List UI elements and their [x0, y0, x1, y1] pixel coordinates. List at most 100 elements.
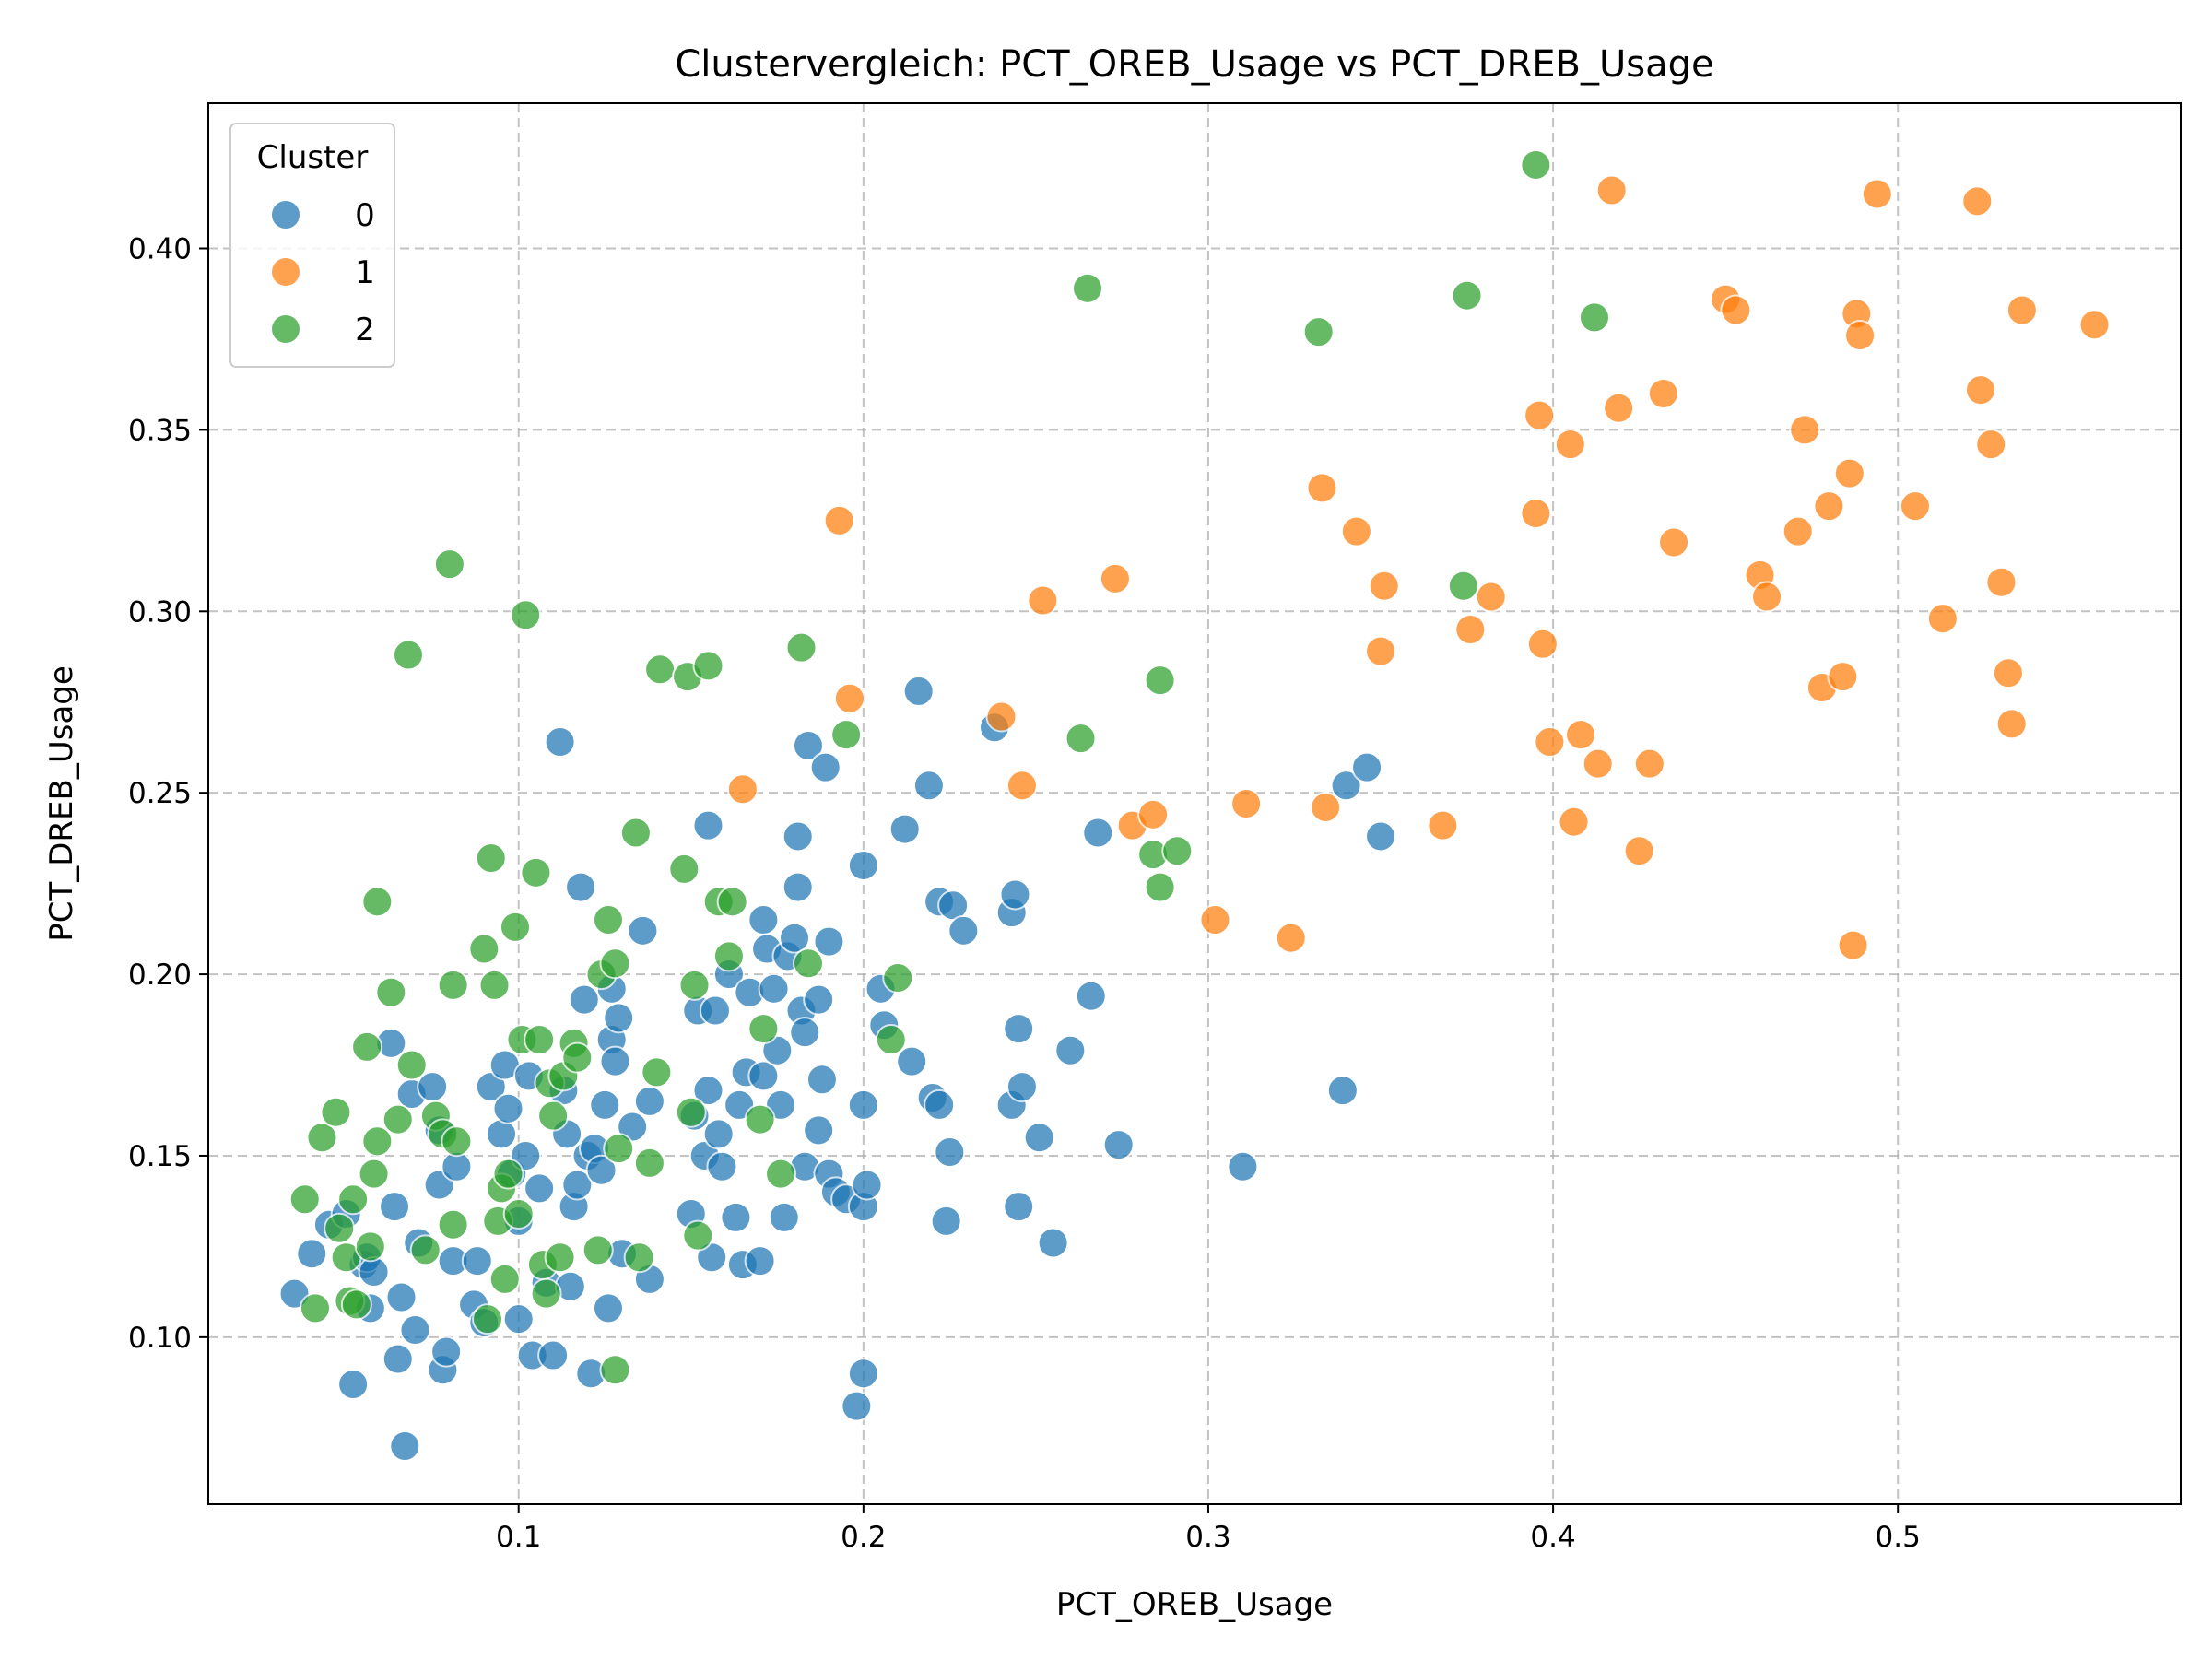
- data-point: [706, 1150, 738, 1182]
- data-point: [358, 1158, 390, 1190]
- data-point: [1023, 1122, 1055, 1154]
- data-point: [430, 1335, 463, 1368]
- data-point: [441, 1125, 473, 1158]
- data-point: [1837, 929, 1869, 961]
- data-point: [395, 1049, 428, 1081]
- data-point: [726, 773, 759, 806]
- data-point: [288, 1183, 321, 1216]
- data-point: [692, 809, 724, 841]
- data-point: [847, 849, 879, 881]
- data-point: [299, 1292, 331, 1324]
- data-point: [592, 1292, 624, 1324]
- data-point: [1526, 628, 1559, 660]
- data-point: [1302, 316, 1335, 348]
- data-point: [1582, 747, 1614, 780]
- data-point: [1789, 414, 1821, 446]
- data-point: [1827, 661, 1859, 693]
- data-point: [337, 1183, 370, 1216]
- data-point: [803, 983, 835, 1016]
- chart-title: Clustervergleich: PCT_OREB_Usage vs PCT_…: [675, 43, 1713, 86]
- data-point: [833, 682, 865, 714]
- data-point: [475, 842, 507, 875]
- legend-item: 2: [270, 312, 375, 348]
- data-point: [1985, 566, 2018, 598]
- data-point: [2006, 294, 2038, 326]
- data-point: [675, 1096, 707, 1128]
- data-point: [792, 947, 824, 980]
- data-point: [930, 1205, 962, 1237]
- data-point: [1365, 635, 1397, 667]
- data-point: [747, 904, 780, 936]
- data-point: [789, 1017, 821, 1049]
- data-point: [1351, 751, 1383, 783]
- legend-marker: [270, 199, 301, 230]
- data-point: [1072, 272, 1104, 304]
- legend-marker: [270, 313, 301, 345]
- data-point: [813, 925, 845, 958]
- data-point: [747, 1060, 780, 1092]
- legend-label: 2: [355, 312, 375, 348]
- data-point: [488, 1263, 521, 1295]
- data-point: [1558, 806, 1590, 838]
- data-point: [924, 1088, 956, 1121]
- data-point: [561, 1169, 594, 1201]
- data-point: [382, 1343, 414, 1375]
- data-point: [1534, 726, 1566, 759]
- data-point: [902, 675, 935, 707]
- data-point: [1520, 148, 1552, 181]
- data-point: [320, 1096, 352, 1128]
- data-point: [912, 770, 945, 802]
- data-point: [382, 1103, 414, 1135]
- legend-title: Cluster: [257, 139, 369, 176]
- data-point: [1099, 562, 1131, 594]
- data-point: [1003, 1013, 1035, 1045]
- data-point: [847, 1358, 879, 1390]
- data-point: [758, 972, 790, 1005]
- data-point: [468, 933, 500, 965]
- data-point: [765, 1158, 797, 1190]
- data-point: [1454, 613, 1487, 645]
- data-point: [896, 1045, 928, 1077]
- data-point: [1975, 429, 2007, 461]
- series-2: [288, 148, 1610, 1386]
- data-point: [1340, 515, 1372, 547]
- x-tick-label: 0.2: [841, 1521, 886, 1554]
- y-tick-label: 0.15: [128, 1140, 192, 1173]
- data-point: [492, 1092, 524, 1124]
- data-point: [1861, 178, 1893, 210]
- data-point: [502, 1303, 535, 1335]
- data-point: [744, 1103, 776, 1135]
- data-point: [561, 1041, 594, 1074]
- data-point: [409, 1234, 441, 1266]
- data-point: [1565, 719, 1597, 751]
- data-point: [510, 599, 542, 631]
- data-point: [779, 922, 811, 954]
- data-point: [392, 639, 424, 671]
- data-point: [478, 969, 511, 1001]
- plot-frame: [207, 102, 2182, 1505]
- data-point: [1475, 581, 1507, 613]
- data-point: [668, 853, 700, 885]
- data-point: [847, 1088, 879, 1121]
- data-point: [1230, 788, 1263, 819]
- data-point: [1595, 174, 1628, 206]
- data-point: [633, 1147, 665, 1179]
- data-point: [851, 1169, 883, 1201]
- data-point: [603, 1133, 635, 1165]
- data-point: [399, 1313, 431, 1346]
- data-point: [882, 962, 914, 994]
- data-point: [841, 1390, 873, 1422]
- grid-lines: [208, 103, 2181, 1504]
- data-point: [568, 983, 600, 1016]
- data-point: [934, 1136, 966, 1169]
- data-point: [524, 1023, 556, 1055]
- legend-label: 0: [355, 197, 375, 234]
- data-point: [1833, 457, 1865, 489]
- data-point: [385, 1281, 418, 1313]
- legend-label: 1: [355, 254, 375, 291]
- data-point: [782, 820, 814, 853]
- data-point: [2078, 309, 2111, 341]
- data-point: [644, 653, 677, 686]
- data-point: [1899, 490, 1931, 523]
